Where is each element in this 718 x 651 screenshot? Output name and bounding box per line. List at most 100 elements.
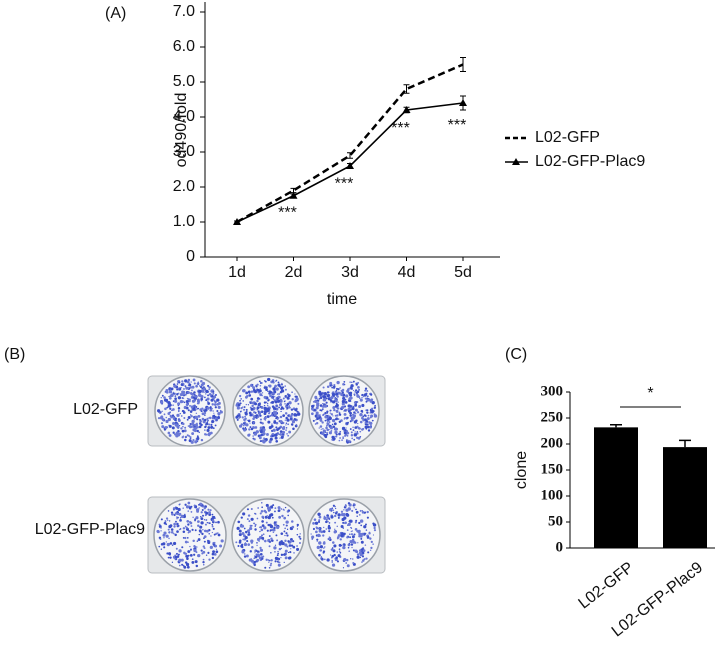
colony [279,403,282,405]
colony [189,404,191,407]
colony [243,406,246,408]
colony [180,415,183,417]
colony [196,546,198,548]
colony [190,440,194,444]
colony [349,540,353,544]
colony [200,438,204,442]
colony [243,527,246,530]
colony [328,537,331,541]
colony [355,383,358,386]
y-tick-label: 300 [541,383,564,399]
colony [282,407,285,410]
colony [187,523,190,526]
colony [344,504,347,508]
colony [242,389,246,393]
colony [206,421,209,423]
plate-photos [147,375,386,574]
colony [271,414,274,417]
colony [201,423,203,426]
colony [284,395,287,397]
colony [173,384,177,388]
colony [334,435,336,438]
colony [334,399,338,403]
colony [317,512,321,516]
colony [336,537,339,540]
colony [240,523,242,526]
colony [330,510,333,512]
colony [257,554,261,558]
colony [256,383,259,386]
colony [245,554,249,558]
colony [174,423,178,427]
colony [361,394,363,397]
colony [206,406,210,410]
colony [168,424,172,428]
significance-label: * [647,385,653,402]
colony [167,519,169,522]
colony [248,393,251,396]
colony [347,546,350,549]
colony [361,403,365,407]
colony [367,429,371,432]
colony [211,421,214,424]
colony [334,418,337,421]
colony [186,380,190,384]
colony [186,434,189,437]
colony [284,385,286,387]
significance-label: *** [335,176,354,193]
colony [321,558,324,561]
colony [353,438,356,441]
colony [335,409,339,413]
colony [215,532,218,535]
colony [261,502,263,504]
colony [197,538,201,541]
colony [361,417,364,420]
colony [212,392,215,395]
colony [264,510,267,513]
colony [265,388,268,392]
colony [185,554,189,558]
colony [213,403,217,406]
colony [318,427,320,429]
colony [351,509,354,512]
colony [279,415,283,419]
colony [343,557,347,562]
colony [190,505,193,508]
colony [337,388,340,391]
colony [276,525,280,530]
colony [276,399,281,403]
colony [190,510,193,513]
colony [163,428,166,431]
colony [252,435,254,437]
colony [296,528,299,530]
colony [283,509,285,511]
colony [198,507,200,509]
legend-marker [512,158,520,165]
colony [327,524,331,528]
colony [286,545,289,548]
colony [357,542,359,544]
colony [332,385,336,389]
colony [261,524,265,527]
colony [178,419,181,422]
colony [280,556,282,559]
colony [285,427,288,429]
colony [358,404,362,409]
colony [181,436,184,439]
colony [326,394,330,398]
colony [212,410,214,412]
colony [347,408,350,410]
colony [158,545,161,548]
colony [183,429,187,433]
colony [258,436,262,439]
colony [296,547,300,551]
colony [364,532,367,535]
colony [172,507,176,510]
colony [202,545,205,548]
colony [267,559,270,561]
colony [246,508,250,511]
colony [254,528,257,531]
colony [274,433,278,437]
colony [208,533,210,535]
